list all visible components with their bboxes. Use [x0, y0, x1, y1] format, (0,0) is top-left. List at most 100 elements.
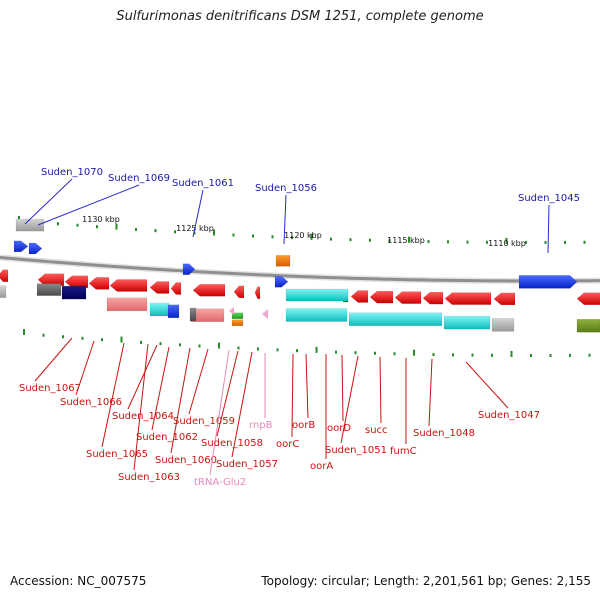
leader-bottom	[127, 344, 158, 410]
gene-arrow-red	[109, 279, 148, 292]
leader-bottom	[305, 353, 309, 419]
gene-label-bottom: oorC	[276, 439, 299, 450]
accession-label: Accession: NC_007575	[10, 574, 147, 588]
scale-tick-top	[330, 237, 332, 241]
gene-label-bottom: Suden_1065	[86, 449, 148, 460]
scale-label: 1110 kbp	[488, 239, 526, 248]
scale-tick-bottom	[237, 346, 240, 350]
gene-label-bottom: succ	[365, 425, 388, 436]
scale-tick-bottom	[452, 353, 454, 357]
leader-bottom	[340, 355, 359, 444]
scale-tick-top	[388, 239, 391, 243]
scale-tick-top	[349, 238, 352, 242]
gene-label-bottom: Suden_1060	[155, 455, 217, 466]
gene-suden-1070	[13, 240, 29, 253]
scale-tick-bottom	[354, 351, 357, 355]
gene-arrow-red	[149, 281, 170, 294]
scale-tick-bottom	[569, 353, 571, 357]
gene-block-navy	[61, 285, 87, 300]
leader-top	[283, 194, 287, 245]
scale-tick-bottom	[471, 353, 474, 357]
scale-tick-bottom	[413, 349, 415, 356]
scale-tick-bottom	[393, 352, 396, 356]
gene-label-bottom: Suden_1066	[60, 397, 122, 408]
gene-arrow-red	[350, 290, 369, 303]
gene-label-bottom: oorD	[327, 423, 351, 434]
leader-bottom	[170, 347, 191, 454]
gene-block-green	[231, 312, 244, 320]
scale-tick-top	[291, 236, 293, 240]
genome-backbone	[0, 256, 600, 283]
gene-arrow-red	[576, 292, 600, 305]
gene-label-top: Suden_1070	[41, 167, 103, 178]
scale-tick-bottom	[315, 346, 318, 353]
scale-tick-top	[232, 233, 235, 237]
scale-tick-top	[525, 240, 527, 244]
rna-trna-glu2	[229, 307, 234, 315]
gene-label-top: Suden_1069	[108, 173, 170, 184]
gene-label-bottom: tRNA-Glu2	[194, 477, 246, 488]
scale-tick-top	[115, 223, 118, 230]
gene-arrow-red	[444, 292, 492, 305]
scale-tick-top	[408, 236, 410, 243]
scale-tick-bottom	[588, 353, 591, 357]
gene-label-top: Suden_1056	[255, 183, 317, 194]
gene-block-gray	[15, 218, 45, 232]
scale-tick-top	[252, 234, 254, 238]
gene-arrow-red	[493, 292, 516, 306]
leader-top	[547, 204, 550, 254]
scale-tick-top	[213, 229, 215, 236]
rna-rnpb	[262, 309, 268, 319]
scale-tick-bottom	[81, 336, 84, 340]
gene-suden-1064	[106, 297, 148, 312]
scale-tick-top	[310, 233, 313, 240]
gene-block-gray	[491, 318, 515, 332]
scale-tick-bottom	[510, 350, 513, 357]
scale-tick-top	[564, 240, 566, 244]
scale-tick-top	[174, 230, 176, 234]
leader-bottom	[133, 343, 149, 471]
gene-cyan-long	[348, 312, 443, 326]
scale-tick-bottom	[491, 353, 493, 357]
scale-tick-bottom	[218, 342, 220, 349]
gene-label-top: Suden_1061	[172, 178, 234, 189]
gene-block-orange	[231, 319, 244, 327]
gene-oor-cyan	[285, 308, 348, 322]
scale-tick-top	[544, 240, 547, 244]
gene-label-bottom: Suden_1067	[19, 383, 81, 394]
gene-suden-1062	[149, 302, 170, 317]
scale-tick-bottom	[198, 344, 201, 348]
leader-bottom	[291, 353, 294, 438]
scale-tick-bottom	[179, 343, 181, 347]
gene-arrow-red	[254, 286, 261, 299]
leader-bottom	[341, 354, 344, 422]
gene-label-bottom: rnpB	[249, 420, 273, 431]
scale-tick-bottom	[296, 349, 298, 353]
gene-arrow-red	[170, 282, 182, 295]
gene-suden-1061	[182, 263, 196, 275]
leader-bottom	[75, 340, 95, 396]
genome-title: Sulfurimonas denitrificans DSM 1251, com…	[116, 9, 484, 24]
gene-label-bottom: Suden_1064	[112, 411, 174, 422]
leader-bottom	[231, 351, 253, 458]
scale-tick-bottom	[257, 347, 259, 351]
gene-block-gray	[0, 285, 7, 298]
gene-label-bottom: Suden_1063	[118, 472, 180, 483]
leader-top	[37, 184, 140, 226]
scale-tick-top	[271, 235, 274, 239]
scale-tick-top	[447, 240, 449, 244]
gene-suden-1048	[443, 315, 491, 330]
leader-bottom	[216, 350, 239, 437]
leader-top	[24, 178, 73, 225]
scale-tick-top	[369, 238, 371, 242]
gene-arrow-red	[369, 290, 394, 304]
gene-block-dark	[36, 283, 62, 296]
leader-bottom	[34, 337, 73, 382]
gene-block-dark	[189, 307, 197, 322]
scale-tick-top	[583, 240, 586, 244]
scale-tick-top	[76, 223, 79, 227]
scale-tick-top	[135, 227, 137, 231]
scale-tick-bottom	[432, 353, 435, 357]
